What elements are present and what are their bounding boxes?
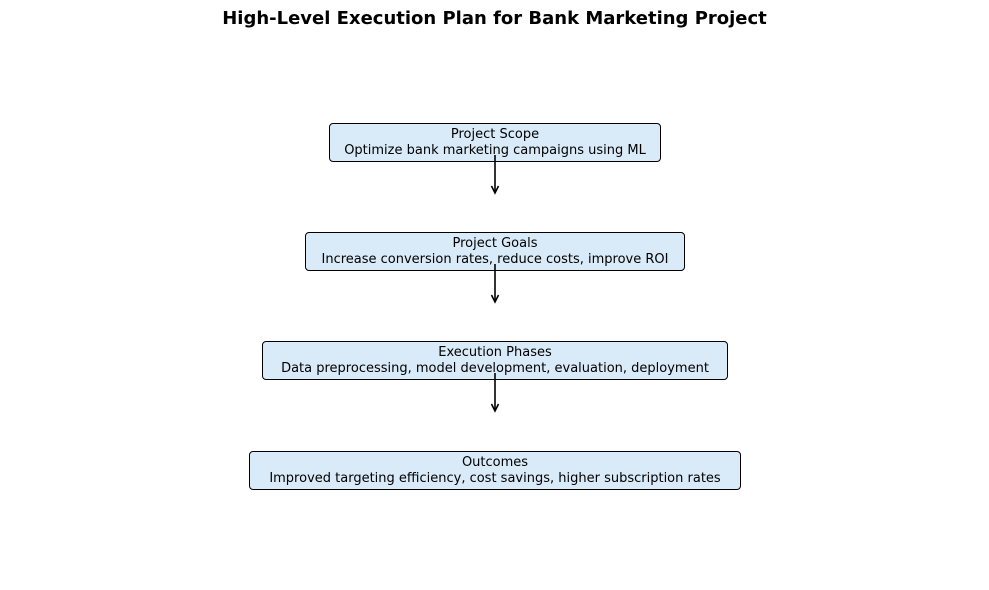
flow-box-heading: Project Goals — [452, 236, 538, 251]
diagram-title: High-Level Execution Plan for Bank Marke… — [222, 8, 767, 29]
flow-box-heading: Execution Phases — [438, 345, 552, 360]
flow-box-heading: Outcomes — [461, 455, 529, 470]
flow-box-detail: Increase conversion rates, reduce costs,… — [321, 252, 669, 267]
flow-box-heading: Project Scope — [450, 127, 540, 142]
flow-box-outcomes: Outcomes Improved targeting efficiency, … — [249, 451, 741, 490]
flow-arrow-phases-to-outcomes — [490, 373, 500, 413]
flow-arrow-scope-to-goals — [490, 155, 500, 195]
flow-box-detail: Improved targeting efficiency, cost savi… — [269, 471, 721, 486]
flow-arrow-goals-to-phases — [490, 264, 500, 304]
flow-box-detail: Data preprocessing, model development, e… — [281, 361, 709, 376]
flow-box-detail: Optimize bank marketing campaigns using … — [344, 143, 646, 158]
